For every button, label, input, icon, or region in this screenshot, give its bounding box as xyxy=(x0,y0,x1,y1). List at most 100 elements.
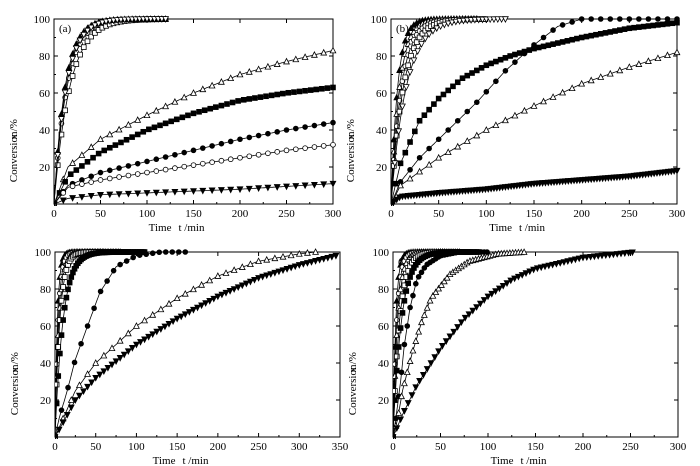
y-axis-unit: x /% xyxy=(345,119,357,139)
data-point xyxy=(79,163,85,169)
data-point xyxy=(84,38,91,45)
plot-frame xyxy=(392,251,679,438)
data-point xyxy=(59,197,67,205)
data-point xyxy=(213,104,219,110)
data-point xyxy=(201,107,208,114)
series-line xyxy=(55,255,336,438)
data-point xyxy=(397,285,405,293)
data-point xyxy=(415,327,423,335)
data-point xyxy=(230,266,238,273)
data-point xyxy=(116,165,122,171)
data-point xyxy=(171,98,179,105)
data-point xyxy=(461,314,469,322)
data-point xyxy=(287,251,295,259)
data-point xyxy=(169,318,177,326)
y-axis-unit: x /% xyxy=(347,352,359,372)
data-point xyxy=(507,277,515,285)
data-point xyxy=(88,33,95,40)
x-tick-label: 100 xyxy=(128,441,145,453)
data-point xyxy=(55,426,63,434)
data-point xyxy=(444,148,452,156)
data-point xyxy=(406,69,414,76)
data-point xyxy=(206,276,214,284)
data-point xyxy=(401,341,408,348)
data-point xyxy=(97,169,104,176)
data-point xyxy=(440,277,448,285)
data-point xyxy=(482,126,490,133)
data-point xyxy=(512,59,518,65)
y-tick-label: 60 xyxy=(378,321,390,333)
data-point xyxy=(54,201,58,206)
data-point xyxy=(134,131,141,138)
data-point xyxy=(499,282,507,290)
data-point xyxy=(393,388,398,394)
data-point xyxy=(173,116,180,123)
data-point xyxy=(401,297,408,304)
data-point xyxy=(606,251,614,259)
data-point xyxy=(302,124,308,130)
y-axis-label: Conversion xyxy=(347,364,359,415)
data-point xyxy=(636,24,642,30)
data-point xyxy=(473,304,481,311)
data-point xyxy=(399,89,406,96)
data-point xyxy=(621,26,628,32)
data-point xyxy=(431,354,439,361)
data-point xyxy=(227,74,235,81)
data-point xyxy=(252,95,258,101)
x-tick-label: 0 xyxy=(390,441,396,453)
data-point xyxy=(404,29,412,36)
data-point xyxy=(427,360,435,367)
data-point xyxy=(84,370,92,377)
data-point xyxy=(73,61,80,67)
data-point xyxy=(501,16,509,23)
data-point xyxy=(569,19,575,25)
y-tick-label: 80 xyxy=(376,51,388,63)
data-point xyxy=(295,249,303,257)
data-point xyxy=(116,355,124,362)
x-axis-unit: t /min xyxy=(179,222,205,234)
data-point xyxy=(393,367,400,374)
data-point xyxy=(405,62,411,69)
series-line xyxy=(55,251,316,438)
data-point xyxy=(106,130,114,138)
data-point xyxy=(84,323,91,329)
x-tick-label: 150 xyxy=(169,441,186,453)
data-point xyxy=(62,178,68,185)
data-point xyxy=(124,329,132,337)
data-point xyxy=(559,88,567,96)
data-point xyxy=(273,184,281,191)
data-point xyxy=(115,125,123,133)
data-point xyxy=(392,180,399,187)
data-point xyxy=(265,150,271,157)
data-point xyxy=(588,16,594,22)
data-point xyxy=(514,273,522,281)
data-point xyxy=(445,127,452,133)
data-point xyxy=(156,249,163,256)
data-point xyxy=(107,167,113,174)
series-line xyxy=(393,251,527,438)
data-point xyxy=(412,280,419,287)
data-point xyxy=(520,248,528,255)
data-point xyxy=(621,250,629,257)
data-point xyxy=(245,68,253,75)
plot-frame xyxy=(54,251,341,438)
data-point xyxy=(549,93,557,100)
x-tick-label: 350 xyxy=(332,441,349,453)
x-tick-label: 200 xyxy=(232,208,249,220)
data-point xyxy=(63,411,71,419)
data-point xyxy=(473,131,481,139)
data-point xyxy=(545,262,553,270)
data-point xyxy=(255,65,263,73)
data-point xyxy=(124,120,132,128)
data-point xyxy=(76,37,84,45)
data-point xyxy=(579,254,587,262)
data-point xyxy=(463,137,471,144)
data-point xyxy=(60,190,67,196)
data-point xyxy=(407,304,413,311)
series-filled-triangle-down xyxy=(55,252,340,439)
data-point xyxy=(324,85,331,91)
data-point xyxy=(407,274,413,280)
y-tick-label: 40 xyxy=(378,358,390,370)
data-point xyxy=(393,296,401,304)
